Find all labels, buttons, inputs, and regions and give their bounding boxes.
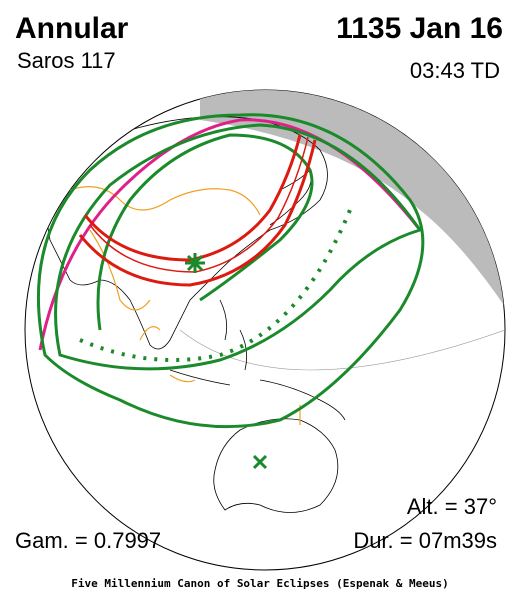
coastline-asia <box>39 116 328 350</box>
rise-set-curve <box>96 133 314 331</box>
eclipse-type: Annular <box>15 12 129 45</box>
subsolar-marker <box>252 454 268 470</box>
altitude: Alt. = 37° <box>407 494 497 519</box>
gamma: Gam. = 0.7997 <box>15 528 161 553</box>
date: 1135 Jan 16 <box>336 12 503 45</box>
duration: Dur. = 07m39s <box>353 528 497 553</box>
equator <box>179 329 505 371</box>
outer-contact-curve <box>36 113 425 429</box>
max-eclipse-curve <box>54 123 423 371</box>
coastline-japan <box>269 169 312 226</box>
greatest-eclipse-marker <box>185 253 205 273</box>
dotted-curve <box>79 209 352 362</box>
time: 03:43 TD <box>410 58 500 83</box>
coastline-australia <box>213 418 339 513</box>
credit: Five Millennium Canon of Solar Eclipses … <box>71 577 449 590</box>
borders <box>69 90 381 425</box>
saros: Saros 117 <box>17 48 116 73</box>
central-path-north <box>83 134 302 262</box>
central-path-south <box>78 139 317 287</box>
central-line <box>89 136 309 273</box>
